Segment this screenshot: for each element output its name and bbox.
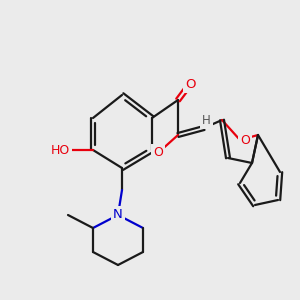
Text: O: O bbox=[153, 146, 163, 160]
Text: HO: HO bbox=[50, 143, 70, 157]
Text: H: H bbox=[202, 113, 210, 127]
Text: O: O bbox=[240, 134, 250, 146]
Text: O: O bbox=[185, 77, 195, 91]
Text: N: N bbox=[113, 208, 123, 221]
